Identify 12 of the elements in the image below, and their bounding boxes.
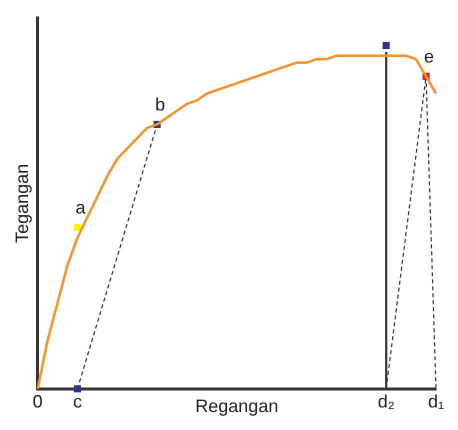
point bbox=[74, 385, 81, 392]
series-label: a bbox=[75, 197, 86, 218]
y-axis-title: Tegangan bbox=[12, 164, 32, 243]
point bbox=[382, 42, 390, 49]
x-axis-title: Regangan bbox=[195, 396, 278, 416]
series-label: b bbox=[155, 94, 166, 114]
x-tick-label: d₂ bbox=[378, 392, 395, 412]
x-tick-label: 0 bbox=[32, 392, 43, 412]
x-tick-label: d₁ bbox=[428, 392, 444, 412]
x-tick-label: c bbox=[72, 392, 82, 412]
series-label: e bbox=[424, 46, 434, 66]
point bbox=[74, 224, 81, 231]
